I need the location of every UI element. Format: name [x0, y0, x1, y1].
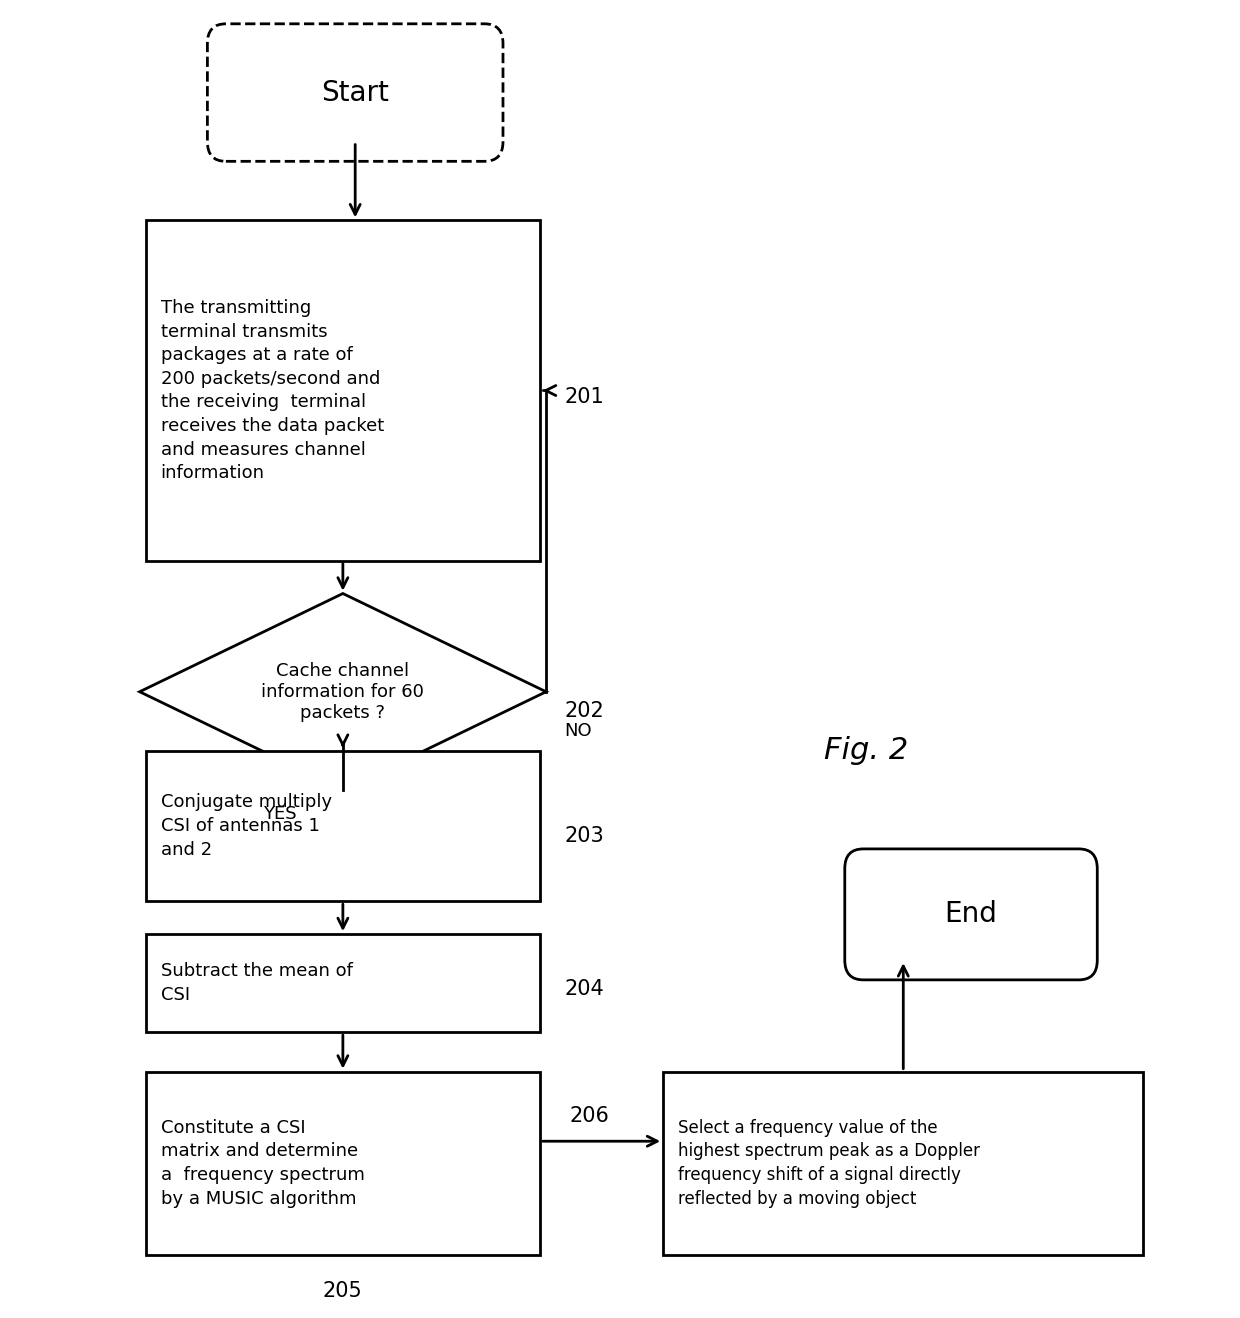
Bar	[146, 220, 539, 560]
Text: 203: 203	[564, 826, 604, 846]
Text: 205: 205	[322, 1281, 363, 1301]
FancyBboxPatch shape	[207, 24, 503, 161]
Text: 204: 204	[564, 979, 604, 999]
Bar	[146, 751, 539, 902]
Text: Fig. 2: Fig. 2	[825, 737, 909, 766]
Text: Cache channel
information for 60
packets ?: Cache channel information for 60 packets…	[262, 662, 424, 721]
Bar	[146, 934, 539, 1032]
Polygon shape	[140, 593, 546, 789]
Text: 206: 206	[569, 1106, 609, 1126]
Text: 201: 201	[564, 387, 604, 407]
Text: Conjugate multiply
CSI of antennas 1
and 2: Conjugate multiply CSI of antennas 1 and…	[161, 793, 332, 858]
Text: End: End	[945, 900, 997, 928]
Text: The transmitting
terminal transmits
packages at a rate of
200 packets/second and: The transmitting terminal transmits pack…	[161, 299, 384, 482]
Text: Constitute a CSI
matrix and determine
a  frequency spectrum
by a MUSIC algorithm: Constitute a CSI matrix and determine a …	[161, 1119, 365, 1207]
Text: Subtract the mean of
CSI: Subtract the mean of CSI	[161, 962, 352, 1004]
Text: Start: Start	[321, 79, 389, 107]
Text: Select a frequency value of the
highest spectrum peak as a Doppler
frequency shi: Select a frequency value of the highest …	[678, 1119, 980, 1207]
FancyBboxPatch shape	[844, 849, 1097, 979]
Bar	[663, 1072, 1143, 1255]
Text: 202: 202	[564, 701, 604, 721]
Text: NO: NO	[564, 722, 593, 739]
Bar	[146, 1072, 539, 1255]
Text: YES: YES	[263, 804, 296, 822]
